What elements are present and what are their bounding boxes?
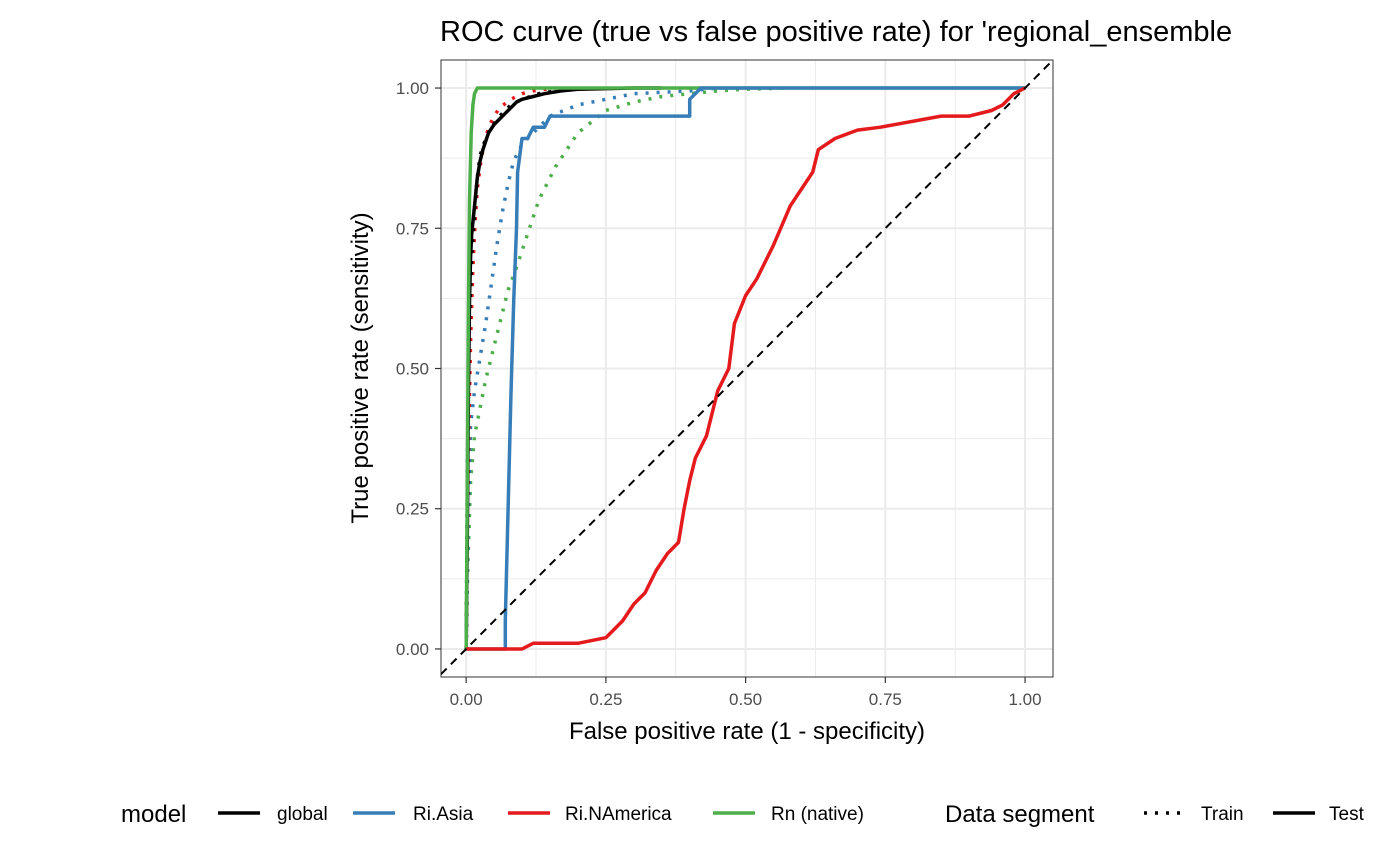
roc-line-ri-namerica-test bbox=[466, 86, 1026, 651]
y-tick-label: 1.00 bbox=[396, 79, 429, 98]
legend-label: Ri.NAmerica bbox=[565, 804, 672, 825]
roc-line-ri-namerica-train bbox=[464, 86, 556, 650]
x-tick-label: 0.25 bbox=[589, 690, 622, 709]
chart-title: ROC curve (true vs false positive rate) … bbox=[440, 16, 1232, 48]
roc-line-ri-asia-test bbox=[466, 86, 1026, 651]
x-tick-label: 1.00 bbox=[1009, 690, 1042, 709]
diagonal-reference-line bbox=[440, 59, 1054, 675]
y-tick-label: 0.00 bbox=[396, 640, 429, 659]
y-tick-label: 0.75 bbox=[396, 219, 429, 238]
x-tick-label: 0.50 bbox=[729, 690, 762, 709]
legend-label: global bbox=[277, 804, 328, 825]
reference-line bbox=[440, 59, 1054, 675]
axis-ticks: 0.00 0.25 0.50 0.75 1.00 0.00 0.25 0.50 0.75 1.00 bbox=[396, 79, 1042, 709]
y-tick-label: 0.25 bbox=[396, 500, 429, 519]
roc-line-global-test bbox=[464, 86, 662, 650]
legend: model Data segment global Ri.Asia Ri.NAmer… bbox=[121, 801, 1365, 828]
grid-lines bbox=[441, 60, 1053, 677]
legend-label: Ri.Asia bbox=[413, 804, 474, 825]
legend-title-model: model bbox=[121, 801, 186, 828]
x-tick-label: 0.75 bbox=[869, 690, 902, 709]
legend-title-segment: Data segment bbox=[945, 801, 1095, 828]
x-axis-title: False positive rate (1 - specificity) bbox=[569, 718, 925, 745]
y-axis-title: True positive rate (sensitivity) bbox=[347, 212, 374, 523]
series-lines bbox=[464, 86, 1026, 651]
legend-label: Test bbox=[1329, 804, 1365, 825]
legend-label: Train bbox=[1201, 804, 1244, 825]
x-tick-label: 0.00 bbox=[450, 690, 483, 709]
y-tick-label: 0.50 bbox=[396, 360, 429, 379]
legend-label: Rn (native) bbox=[771, 804, 864, 825]
